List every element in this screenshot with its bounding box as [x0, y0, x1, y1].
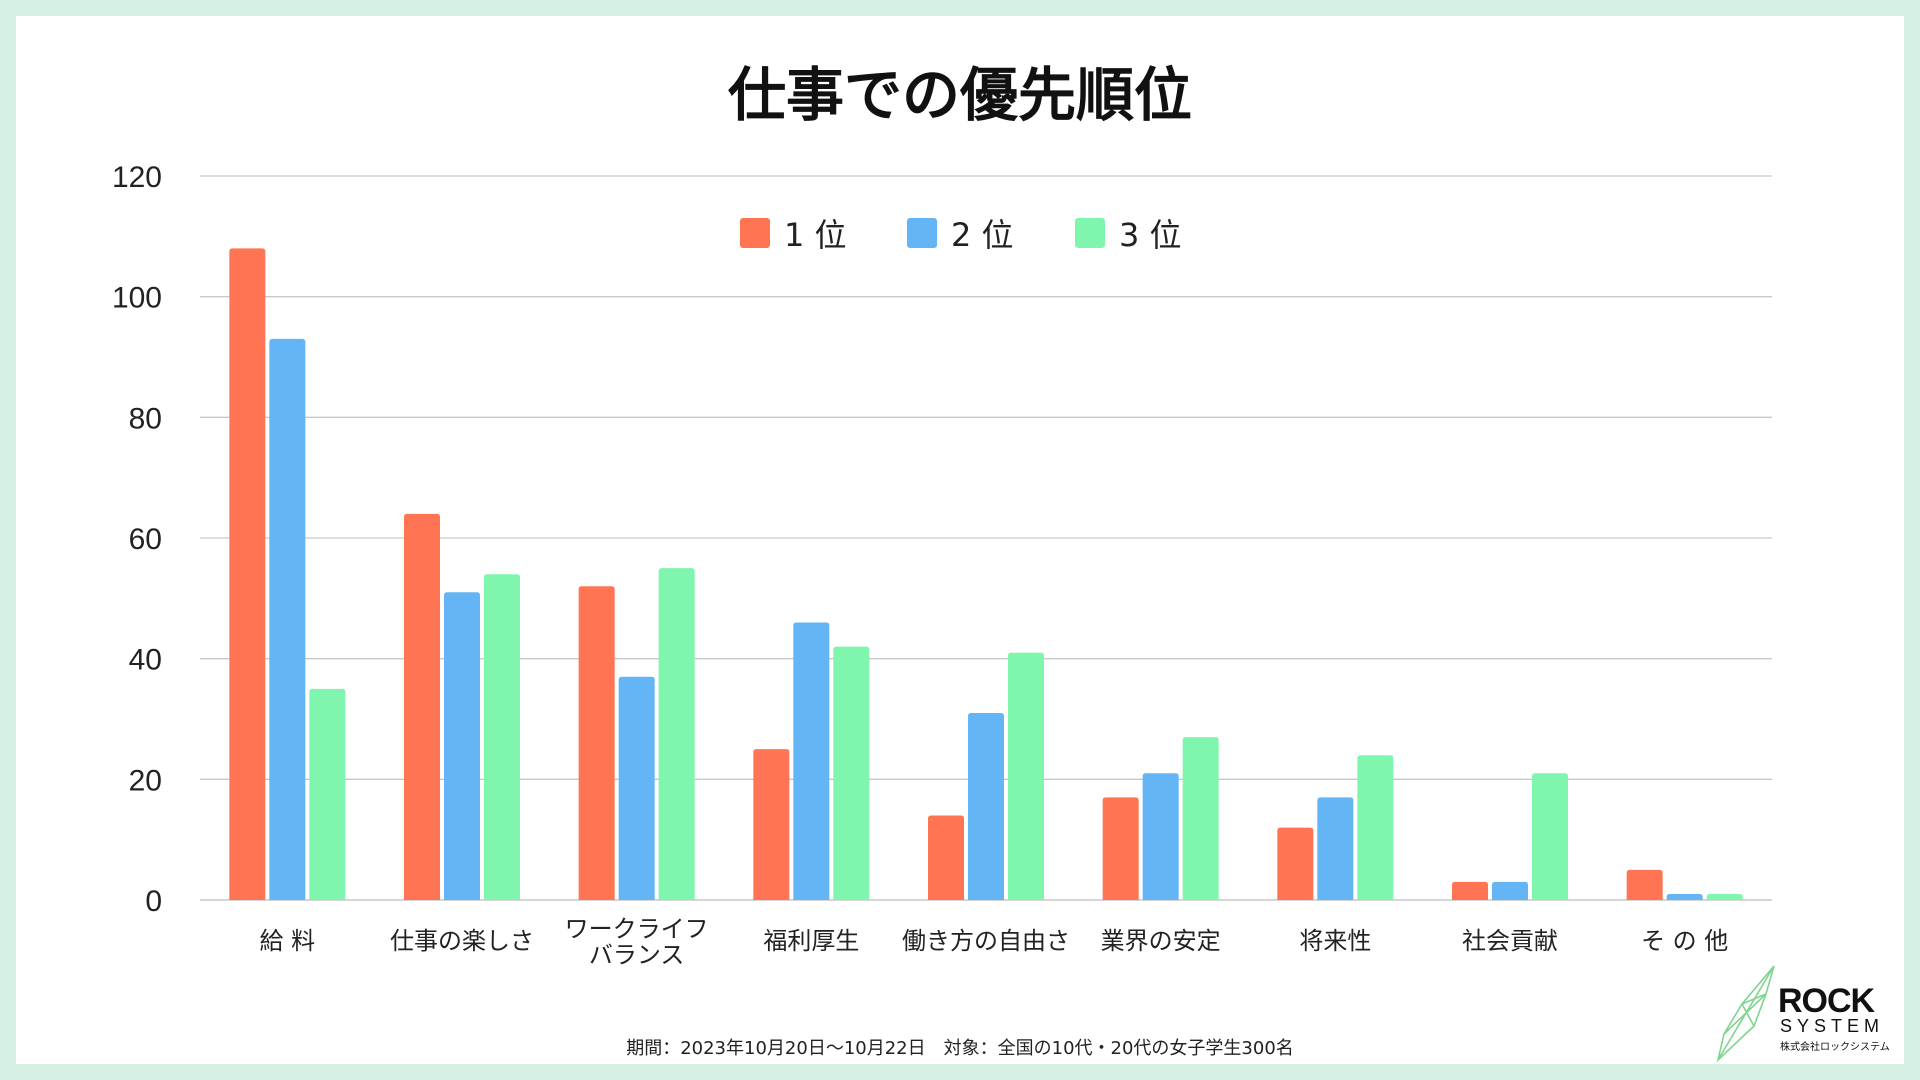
x-category-label: 福利厚生	[763, 927, 859, 955]
y-tick-label: 120	[112, 161, 162, 194]
x-category-label: 仕事の楽しさ	[390, 927, 534, 955]
company-logo: ROCK SYSTEM 株式会社ロックシステム	[1712, 964, 1902, 1064]
y-tick-label: 0	[145, 885, 162, 918]
bar	[1706, 893, 1743, 900]
legend-swatch	[1075, 218, 1105, 248]
logo-company-text: 株式会社ロックシステム	[1780, 1042, 1890, 1053]
bar	[1008, 652, 1044, 900]
bar	[793, 622, 830, 900]
x-category-label: そ の 他	[1641, 927, 1728, 955]
legend-swatch	[907, 218, 937, 248]
leaf-crystal-icon	[1716, 965, 1775, 1063]
bar	[1492, 881, 1528, 900]
x-category-label: 社会貢献	[1462, 927, 1558, 955]
logo-sub-text: SYSTEM	[1780, 1016, 1885, 1036]
x-category-label: 給 料	[260, 927, 316, 955]
legend-label: 1 位	[784, 216, 847, 254]
bar	[1452, 881, 1488, 900]
bar	[1317, 797, 1354, 900]
bar	[753, 749, 790, 900]
bar	[1182, 737, 1219, 900]
y-tick-label: 60	[129, 523, 162, 556]
bar	[484, 574, 520, 900]
bar	[833, 646, 870, 900]
x-category-label: 将来性	[1299, 927, 1371, 955]
bar	[618, 676, 655, 900]
bar	[1626, 869, 1663, 900]
bar	[928, 815, 964, 900]
bar	[269, 338, 306, 900]
logo-main-text: ROCK	[1778, 982, 1875, 1020]
x-category-label: 業界の安定	[1101, 927, 1221, 955]
legend-label: 3 位	[1119, 216, 1182, 254]
y-tick-label: 80	[129, 402, 162, 435]
y-tick-label: 20	[129, 764, 162, 797]
chart-title: 仕事での優先順位	[727, 61, 1192, 129]
bar	[404, 513, 440, 900]
bar	[229, 248, 266, 900]
bar	[1357, 755, 1394, 900]
legend-label: 2 位	[951, 216, 1014, 254]
bar	[578, 586, 615, 900]
y-tick-label: 40	[129, 644, 162, 677]
y-tick-label: 100	[112, 282, 162, 315]
bar	[1666, 893, 1703, 900]
footnote: 期間：2023年10月20日〜10月22日 対象：全国の10代・20代の女子学生…	[626, 1038, 1294, 1059]
bar	[444, 592, 480, 900]
legend-swatch	[740, 218, 770, 248]
x-category-label: ワークライフバランス	[565, 915, 709, 969]
bar	[309, 688, 346, 900]
bar	[1277, 827, 1314, 900]
bar	[1142, 773, 1179, 900]
bar	[968, 712, 1004, 900]
bar	[1102, 797, 1139, 900]
x-category-label: 働き方の自由さ	[902, 927, 1070, 955]
bar	[658, 568, 695, 900]
bar	[1532, 773, 1568, 900]
